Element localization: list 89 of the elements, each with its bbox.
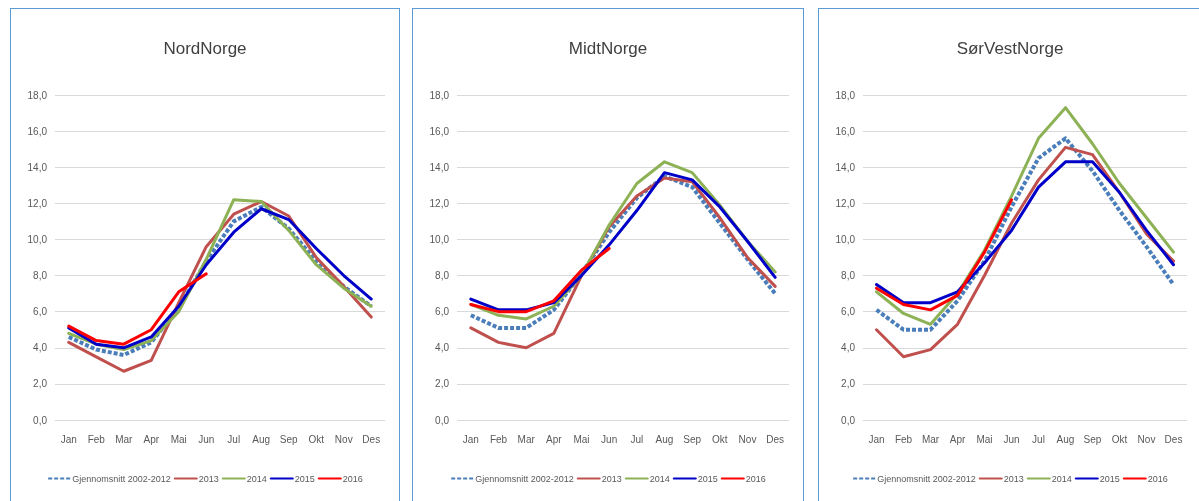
x-tick-label: Okt	[1111, 433, 1128, 445]
y-tick-label: 4,0	[33, 342, 48, 354]
line-series	[875, 198, 1013, 312]
y-tick-label: 8,0	[435, 270, 450, 282]
y-tick-label: 10,0	[27, 233, 48, 245]
legend-label: 2016	[342, 473, 363, 484]
y-tick-label: 0,0	[33, 414, 48, 426]
y-tick-label: 6,0	[841, 306, 856, 318]
x-tick-label: Feb	[489, 433, 508, 445]
legend-label: 2013	[1003, 473, 1024, 484]
legend-label: 2015	[294, 473, 315, 484]
y-tick-label: 14,0	[27, 161, 48, 173]
y-tick-label: 8,0	[33, 270, 48, 282]
line-series	[67, 272, 208, 346]
x-tick-label: Mar	[921, 433, 940, 445]
y-tick-label: 12,0	[27, 197, 48, 209]
chart-title: MidtNorge	[568, 39, 648, 58]
y-tick-label: 4,0	[841, 342, 856, 354]
y-tick-label: 18,0	[27, 89, 48, 101]
x-tick-label: Des	[766, 433, 785, 445]
x-tick-label: Jun	[1003, 433, 1020, 445]
x-tick-label: Apr	[546, 433, 563, 445]
x-tick-label: Apr	[143, 433, 160, 445]
y-tick-label: 4,0	[435, 342, 450, 354]
y-tick-label: 16,0	[429, 125, 450, 137]
x-tick-label: Jul	[630, 433, 644, 445]
legend-label: 2014	[649, 473, 670, 484]
y-tick-label: 0,0	[841, 414, 856, 426]
y-tick-label: 16,0	[835, 125, 856, 137]
x-tick-label: Nov	[1137, 433, 1156, 445]
legend-label: Gjennomsnitt 2002-2012	[475, 473, 574, 484]
x-tick-label: Mai	[170, 433, 187, 445]
x-tick-label: Sep	[683, 433, 702, 445]
legend-label: 2016	[1147, 473, 1168, 484]
x-tick-label: Jan	[462, 433, 479, 445]
x-tick-label: Jan	[60, 433, 77, 445]
y-tick-label: 0,0	[435, 414, 450, 426]
line-series	[875, 160, 1175, 305]
y-tick-label: 6,0	[435, 306, 450, 318]
x-tick-label: Des	[362, 433, 381, 445]
x-tick-label: Jan	[868, 433, 885, 445]
x-tick-label: Jul	[227, 433, 241, 445]
y-tick-label: 18,0	[429, 89, 450, 101]
y-tick-label: 2,0	[841, 378, 856, 390]
x-tick-label: Sep	[279, 433, 299, 445]
legend-label: 2013	[198, 473, 219, 484]
legend-label: 2015	[697, 473, 718, 484]
legend-label: Gjennomsnitt 2002-2012	[877, 473, 976, 484]
legend-label: 2016	[745, 473, 766, 484]
legend-label: 2015	[1099, 473, 1120, 484]
line-series	[874, 136, 1176, 332]
legend-label: 2014	[1051, 473, 1072, 484]
y-tick-label: 12,0	[835, 197, 856, 209]
x-tick-label: Nov	[334, 433, 353, 445]
y-tick-label: 8,0	[841, 270, 856, 282]
legend-label: 2014	[246, 473, 267, 484]
chart-title: NordNorge	[163, 39, 247, 58]
y-tick-label: 18,0	[835, 89, 856, 101]
x-tick-label: Aug	[1056, 433, 1075, 445]
legend-label: Gjennomsnitt 2002-2012	[72, 473, 171, 484]
x-tick-label: Apr	[949, 433, 966, 445]
x-tick-label: Jun	[198, 433, 215, 445]
y-tick-label: 2,0	[435, 378, 450, 390]
x-tick-label: Nov	[738, 433, 757, 445]
x-tick-label: Aug	[655, 433, 674, 445]
chart-title: SørVestNorge	[956, 39, 1064, 58]
y-tick-label: 14,0	[835, 161, 856, 173]
x-tick-label: Jun	[601, 433, 618, 445]
x-tick-label: Aug	[252, 433, 271, 445]
x-tick-label: Okt	[308, 433, 325, 445]
y-tick-label: 10,0	[429, 233, 450, 245]
x-tick-label: Mai	[976, 433, 993, 445]
y-tick-label: 16,0	[27, 125, 48, 137]
y-tick-label: 10,0	[835, 233, 856, 245]
x-tick-label: Sep	[1083, 433, 1102, 445]
y-tick-label: 12,0	[429, 197, 450, 209]
x-tick-label: Feb	[87, 433, 106, 445]
legend-label: 2013	[601, 473, 622, 484]
x-tick-label: Des	[1164, 433, 1183, 445]
x-tick-label: Mar	[115, 433, 134, 445]
x-tick-label: Okt	[712, 433, 728, 445]
y-tick-label: 6,0	[33, 306, 48, 318]
x-tick-label: Mai	[573, 433, 590, 445]
y-tick-label: 14,0	[429, 161, 450, 173]
x-tick-label: Jul	[1032, 433, 1045, 445]
x-tick-label: Mar	[517, 433, 536, 445]
line-series	[469, 246, 611, 314]
x-tick-label: Feb	[894, 433, 913, 445]
y-tick-label: 2,0	[33, 378, 48, 390]
